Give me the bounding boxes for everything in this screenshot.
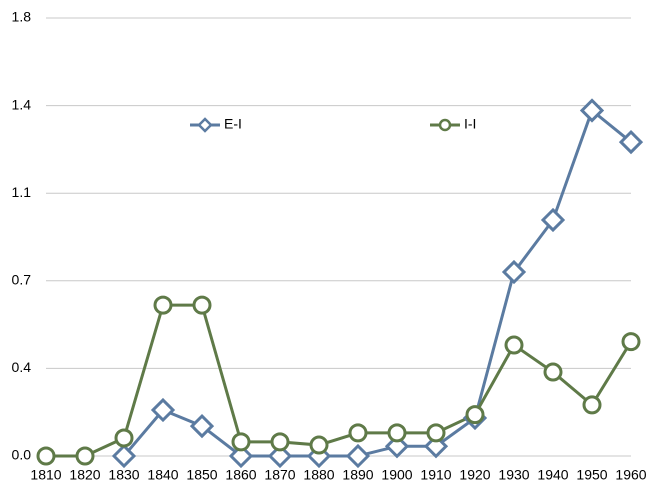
marker [423, 434, 449, 459]
marker [387, 423, 407, 443]
marker [426, 423, 446, 443]
x-tick-label: 1890 [342, 467, 373, 483]
marker [540, 207, 566, 233]
marker [504, 335, 524, 355]
y-tick-label: 0.0 [12, 447, 32, 463]
x-tick-label: 1900 [381, 467, 412, 483]
series-line [122, 107, 632, 458]
marker [543, 362, 563, 382]
x-tick-label: 1960 [615, 467, 646, 483]
marker [465, 405, 485, 425]
x-tick-label: 1880 [303, 467, 334, 483]
marker [309, 435, 329, 455]
marker [231, 432, 251, 452]
marker [345, 443, 371, 469]
x-tick-label: 1870 [264, 467, 295, 483]
marker [153, 295, 173, 315]
marker [189, 413, 215, 439]
marker [150, 397, 176, 423]
legend-label: I-I [464, 116, 476, 132]
x-tick-label: 1820 [69, 467, 100, 483]
y-tick-label: 1.1 [12, 184, 32, 200]
x-tick-label: 1920 [459, 467, 490, 483]
x-tick-label: 1930 [498, 467, 529, 483]
x-tick-label: 1950 [576, 467, 607, 483]
legend-item: I-I [430, 116, 476, 132]
x-tick-label: 1810 [30, 467, 61, 483]
legend-label: E-I [224, 116, 242, 132]
legend-item: E-I [190, 116, 242, 133]
x-tick-label: 1840 [147, 467, 178, 483]
marker [582, 395, 602, 415]
marker [501, 259, 527, 285]
y-tick-label: 0.4 [12, 359, 32, 375]
marker [36, 446, 56, 466]
marker [618, 129, 644, 155]
y-tick-label: 1.4 [12, 96, 32, 112]
marker [579, 98, 605, 123]
x-tick-label: 1830 [108, 467, 139, 483]
marker [114, 428, 134, 448]
x-tick-label: 1860 [225, 467, 256, 483]
x-tick-label: 1940 [537, 467, 568, 483]
y-tick-label: 0.7 [12, 272, 32, 288]
marker [621, 332, 641, 352]
marker [384, 434, 410, 459]
x-tick-label: 1850 [186, 467, 217, 483]
marker [111, 443, 137, 469]
marker [270, 432, 290, 452]
marker [75, 446, 95, 466]
series-line [46, 303, 633, 458]
y-tick-label: 1.8 [12, 9, 32, 25]
x-tick-label: 1910 [420, 467, 451, 483]
marker [192, 295, 212, 315]
marker [348, 423, 368, 443]
legend-marker [197, 117, 213, 133]
marker [228, 443, 254, 469]
legend-marker [438, 118, 452, 132]
marker [267, 443, 293, 469]
